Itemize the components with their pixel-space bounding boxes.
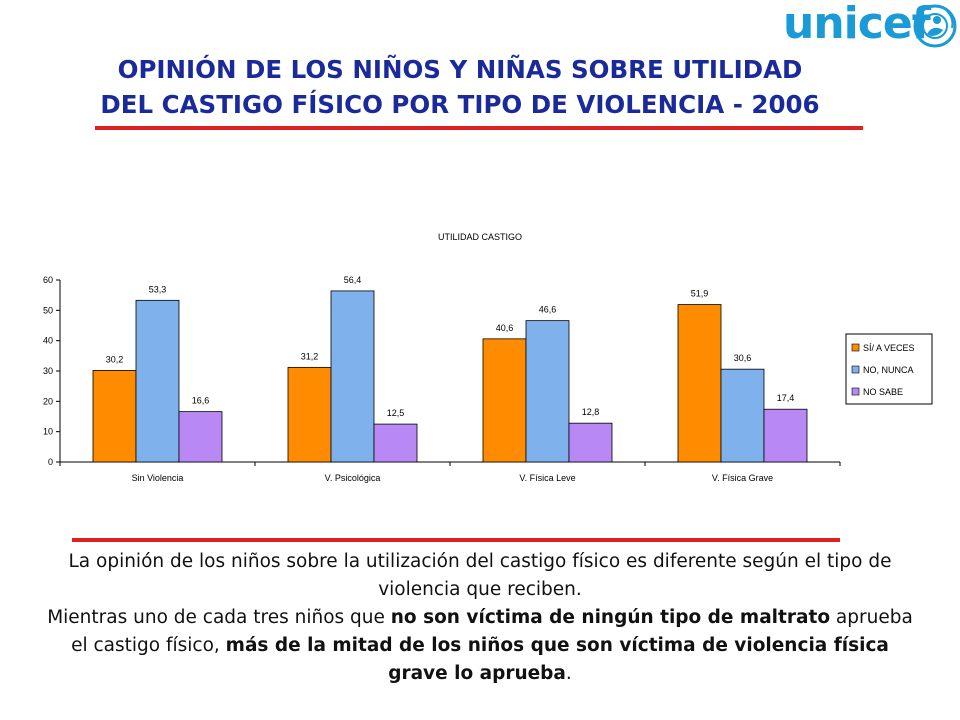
legend-entry: SÍ/ A VECES bbox=[863, 343, 915, 353]
legend-swatch bbox=[851, 387, 860, 396]
bar bbox=[178, 411, 223, 463]
unicef-logo: unicef bbox=[783, 0, 958, 52]
bar bbox=[373, 423, 418, 463]
y-tick-label: 50 bbox=[43, 305, 53, 315]
bar-chart: UTILIDAD CASTIGO 0 10 20 30 40 50 60 30,2 53,3 16,… bbox=[43, 232, 933, 483]
bar bbox=[92, 369, 137, 463]
bar bbox=[677, 304, 722, 463]
title-line-2: DEL CASTIGO FÍSICO POR TIPO DE VIOLENCIA… bbox=[100, 90, 820, 119]
legend-swatch bbox=[851, 365, 860, 374]
x-tick-label: V. Física Leve bbox=[519, 473, 575, 483]
unicef-emblem-icon bbox=[913, 4, 957, 48]
bar bbox=[763, 408, 808, 463]
y-tick-label: 30 bbox=[43, 366, 53, 376]
bar bbox=[568, 422, 613, 463]
page-title: OPINIÓN DE LOS NIÑOS Y NIÑAS SOBRE UTILI… bbox=[40, 52, 880, 122]
data-label: 31,2 bbox=[301, 351, 319, 361]
summary-p2-e: . bbox=[565, 663, 572, 684]
title-line-1: OPINIÓN DE LOS NIÑOS Y NIÑAS SOBRE UTILI… bbox=[117, 55, 803, 84]
data-label: 12,5 bbox=[387, 408, 405, 418]
data-label: 16,6 bbox=[192, 396, 210, 406]
logo-wordmark: unicef bbox=[783, 0, 931, 49]
bar bbox=[525, 320, 570, 463]
x-tick-label: Sin Violencia bbox=[132, 473, 184, 483]
legend-swatch bbox=[851, 343, 860, 352]
x-tick-label: V. Psicológica bbox=[325, 473, 381, 483]
summary-p2-a: Mientras uno de cada tres niños que bbox=[47, 607, 391, 628]
chart-title: UTILIDAD CASTIGO bbox=[438, 232, 522, 242]
y-tick-label: 60 bbox=[43, 275, 53, 285]
summary-paragraph-1: La opinión de los niños sobre la utiliza… bbox=[68, 551, 892, 600]
bar bbox=[135, 299, 180, 463]
data-label: 17,4 bbox=[777, 393, 795, 403]
legend-entry: NO SABE bbox=[863, 387, 903, 397]
bar bbox=[330, 290, 375, 463]
data-label: 51,9 bbox=[691, 289, 709, 299]
summary-paragraph-2: Mientras uno de cada tres niños que no s… bbox=[42, 604, 918, 688]
bar bbox=[287, 366, 332, 463]
data-label: 46,6 bbox=[539, 305, 557, 315]
text-divider bbox=[72, 538, 840, 542]
data-label: 40,6 bbox=[496, 323, 514, 333]
x-tick-label: V. Física Grave bbox=[712, 473, 773, 483]
y-tick-label: 10 bbox=[43, 427, 53, 437]
data-label: 53,3 bbox=[149, 284, 167, 294]
bar bbox=[720, 368, 765, 463]
y-tick-label: 0 bbox=[48, 457, 53, 467]
data-label: 30,6 bbox=[734, 353, 752, 363]
bar bbox=[482, 338, 527, 463]
summary-text: La opinión de los niños sobre la utiliza… bbox=[42, 548, 918, 688]
data-label: 12,8 bbox=[582, 407, 600, 417]
data-label: 56,4 bbox=[344, 275, 362, 285]
data-label: 30,2 bbox=[106, 354, 124, 364]
title-underline bbox=[95, 126, 863, 130]
legend-box bbox=[845, 333, 933, 405]
y-tick-label: 20 bbox=[43, 396, 53, 406]
summary-p2-c: aprueba el castigo físico, bbox=[71, 607, 913, 656]
legend-entry: NO, NUNCA bbox=[863, 365, 914, 375]
summary-p2-b: no son víctima de ningún tipo de maltrat… bbox=[390, 607, 831, 628]
summary-p2-d: más de la mitad de los niños que son víc… bbox=[225, 635, 889, 684]
y-tick-label: 40 bbox=[43, 336, 53, 346]
